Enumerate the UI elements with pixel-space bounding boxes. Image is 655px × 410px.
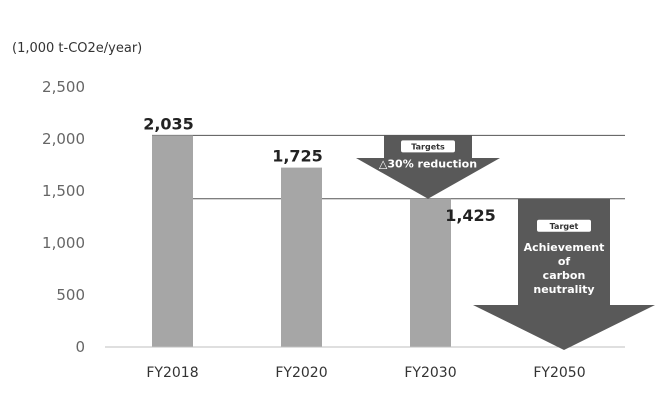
x-axis: FY2018 FY2020 FY2030 FY2050 xyxy=(146,365,585,381)
neutrality-label-line: neutrality xyxy=(533,283,594,296)
y-tick-label: 500 xyxy=(56,286,85,304)
y-tick-label: 0 xyxy=(75,338,85,356)
y-axis: 0 500 1,000 1,500 2,000 2,500 xyxy=(42,78,85,356)
reduction-arrow: Targets △30% reduction xyxy=(356,135,500,199)
bars xyxy=(152,135,451,347)
data-label: 1,425 xyxy=(445,206,496,225)
neutrality-badge-label: Target xyxy=(550,222,579,231)
neutrality-badge xyxy=(537,219,591,232)
bar xyxy=(281,167,322,347)
neutrality-label-line: carbon xyxy=(543,269,586,282)
x-tick-label: FY2020 xyxy=(275,365,327,381)
y-tick-label: 2,500 xyxy=(42,78,85,96)
data-labels: 2,035 1,725 1,425 xyxy=(143,114,496,224)
reduction-badge-label: Targets xyxy=(411,142,445,151)
bar xyxy=(152,135,193,347)
data-label: 1,725 xyxy=(272,147,323,166)
neutrality-arrow: Target Achievement of carbon neutrality xyxy=(473,198,655,350)
x-tick-label: FY2018 xyxy=(146,365,198,381)
neutrality-label-line: of xyxy=(558,255,571,268)
y-tick-label: 2,000 xyxy=(42,130,85,148)
y-tick-label: 1,500 xyxy=(42,182,85,200)
x-tick-label: FY2050 xyxy=(533,365,585,381)
neutrality-label-line: Achievement xyxy=(524,241,605,254)
unit-label: (1,000 t-CO2e/year) xyxy=(12,41,142,56)
data-label: 2,035 xyxy=(143,114,194,133)
neutrality-arrow-shape xyxy=(473,198,655,350)
reduction-arrow-shape xyxy=(356,135,500,199)
bar xyxy=(410,198,451,347)
reduction-badge xyxy=(401,140,455,153)
x-tick-label: FY2030 xyxy=(404,365,456,381)
reduction-label: △30% reduction xyxy=(379,157,477,170)
y-tick-label: 1,000 xyxy=(42,234,85,252)
